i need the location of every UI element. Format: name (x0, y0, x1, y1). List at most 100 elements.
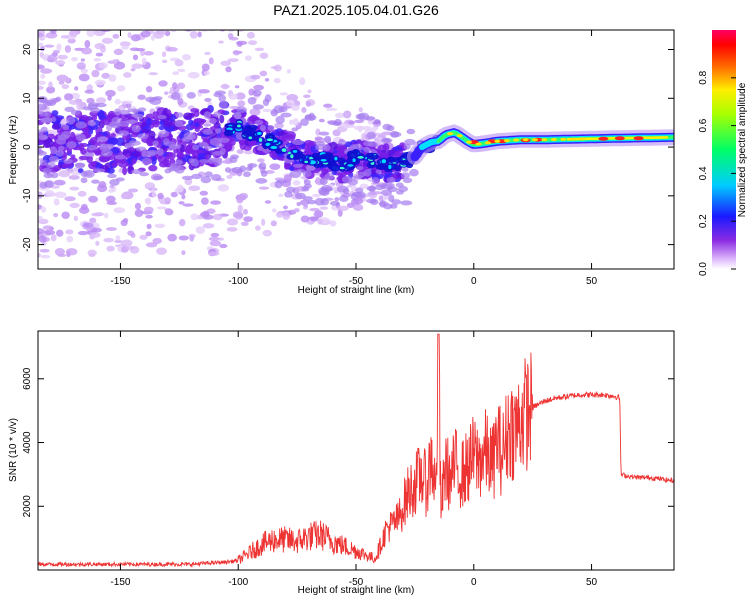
spectrogram-cell (123, 218, 129, 223)
spectrogram-cell (141, 129, 152, 134)
spectrogram-cell (204, 171, 213, 178)
spectrogram-cell (223, 143, 232, 152)
spectrogram-cell (233, 111, 242, 119)
spectrogram-cell (148, 164, 158, 172)
spectrogram-cell (243, 145, 252, 151)
colorbar-label: Normalized spectral amplitude (737, 82, 748, 217)
spectrogram-cell (401, 167, 409, 172)
ridge-cell (328, 164, 340, 171)
spectrogram-cell (304, 114, 312, 120)
spectrogram-cell (42, 167, 52, 175)
spectrogram-cell (264, 200, 272, 204)
spectrogram-cell (164, 91, 169, 95)
spectrogram-cell (39, 159, 47, 166)
spectrogram-cell (315, 140, 325, 147)
spectrogram-cell (38, 215, 43, 221)
spectrogram-cell (66, 141, 77, 149)
spectrogram-cell (38, 235, 47, 243)
snr-line-group (38, 333, 674, 568)
spectrogram-cell (107, 173, 117, 179)
spectrogram-cell (131, 63, 144, 69)
ridge-cell (550, 138, 557, 142)
spectrogram-cell (245, 166, 253, 171)
ridge-cell (296, 153, 307, 160)
spectrogram-cell (137, 107, 147, 112)
spectrogram-cell (120, 239, 133, 247)
ridge-cell (399, 159, 409, 166)
spectrogram-cell (75, 133, 86, 142)
spectrogram-cell (66, 116, 76, 125)
spectrogram-cell (229, 156, 238, 164)
spectrogram-cell (164, 168, 172, 174)
spectrogram-cell (290, 104, 300, 111)
spectrogram-cell (84, 152, 95, 158)
spectrogram-cell (255, 225, 261, 231)
spectrogram-cell (53, 213, 59, 218)
spectrogram-cell (101, 37, 114, 44)
spectrogram-cell (62, 124, 70, 131)
spectrogram-cell (282, 211, 291, 220)
spectrogram-cell (101, 118, 111, 126)
spectrogram-cell (110, 162, 118, 168)
spectrogram-cell (166, 46, 178, 52)
spectrogram-cell (259, 124, 266, 132)
ridge-cell (375, 164, 386, 170)
spectrogram-cell (181, 54, 191, 61)
spectrogram-cell (77, 190, 87, 197)
spectrogram-cell (235, 92, 246, 100)
spectrogram-cell (286, 186, 296, 193)
spectrogram-cell (64, 93, 74, 101)
spectrogram-cell (291, 127, 299, 132)
spectrogram-cell (186, 92, 196, 99)
spectrogram-cell (93, 168, 106, 173)
spectrogram-cell (127, 32, 132, 38)
spectrogram-cell (287, 94, 298, 99)
spectrogram-cell (40, 126, 48, 133)
spectrogram-cell (158, 80, 168, 87)
spectrogram-cell (184, 178, 193, 186)
spectrogram-cell (71, 57, 78, 62)
spectrogram-cell (213, 92, 223, 98)
spectrogram-cell (98, 62, 108, 69)
ridge-cell (503, 139, 510, 143)
spectrogram-cell (210, 157, 218, 162)
spectrogram-cell (303, 204, 308, 208)
spectrogram-cell (83, 222, 94, 228)
spectrogram-cell (128, 188, 139, 193)
spectrogram-cell (69, 186, 80, 191)
spectrogram-cell (258, 186, 270, 190)
spectrogram-y-tick-label: 10 (22, 92, 33, 104)
spectrogram-cell (51, 110, 59, 116)
spectrogram-cell (182, 203, 194, 207)
spectrogram-cell (38, 85, 44, 91)
spectrogram-cell (217, 184, 230, 192)
spectrogram-cell (54, 248, 65, 256)
ridge-cell (357, 156, 364, 159)
ridge-cell (224, 129, 233, 137)
spectrogram-cell (109, 185, 115, 189)
spectrogram-cell (56, 43, 62, 51)
spectrogram-cell (292, 180, 301, 186)
snr-x-tick-label: -150 (110, 577, 130, 588)
spectrogram-cell (38, 32, 45, 38)
spectrogram-cell (305, 101, 312, 107)
spectrogram-cell (143, 206, 154, 214)
snr-x-tick-label: -100 (228, 577, 248, 588)
spectrogram-cell (240, 221, 249, 227)
spectrogram-cell (50, 30, 57, 35)
spectrogram-cell (164, 197, 171, 205)
spectrogram-cell (170, 92, 181, 101)
ridge-cell (337, 157, 346, 165)
spectrogram-cell (61, 130, 71, 138)
spectrogram-cell (368, 185, 376, 193)
colorbar-tick-label: 0.0 (698, 262, 709, 276)
spectrogram-x-tick-label: -150 (110, 276, 130, 287)
spectrogram-cell (81, 47, 93, 55)
spectrogram-cell (395, 182, 404, 188)
spectrogram-cell (155, 30, 167, 36)
spectrogram-cell (134, 209, 144, 218)
spectrogram-cell (307, 199, 317, 205)
spectrogram-cell (106, 167, 115, 174)
spectrogram-cell (156, 206, 167, 210)
